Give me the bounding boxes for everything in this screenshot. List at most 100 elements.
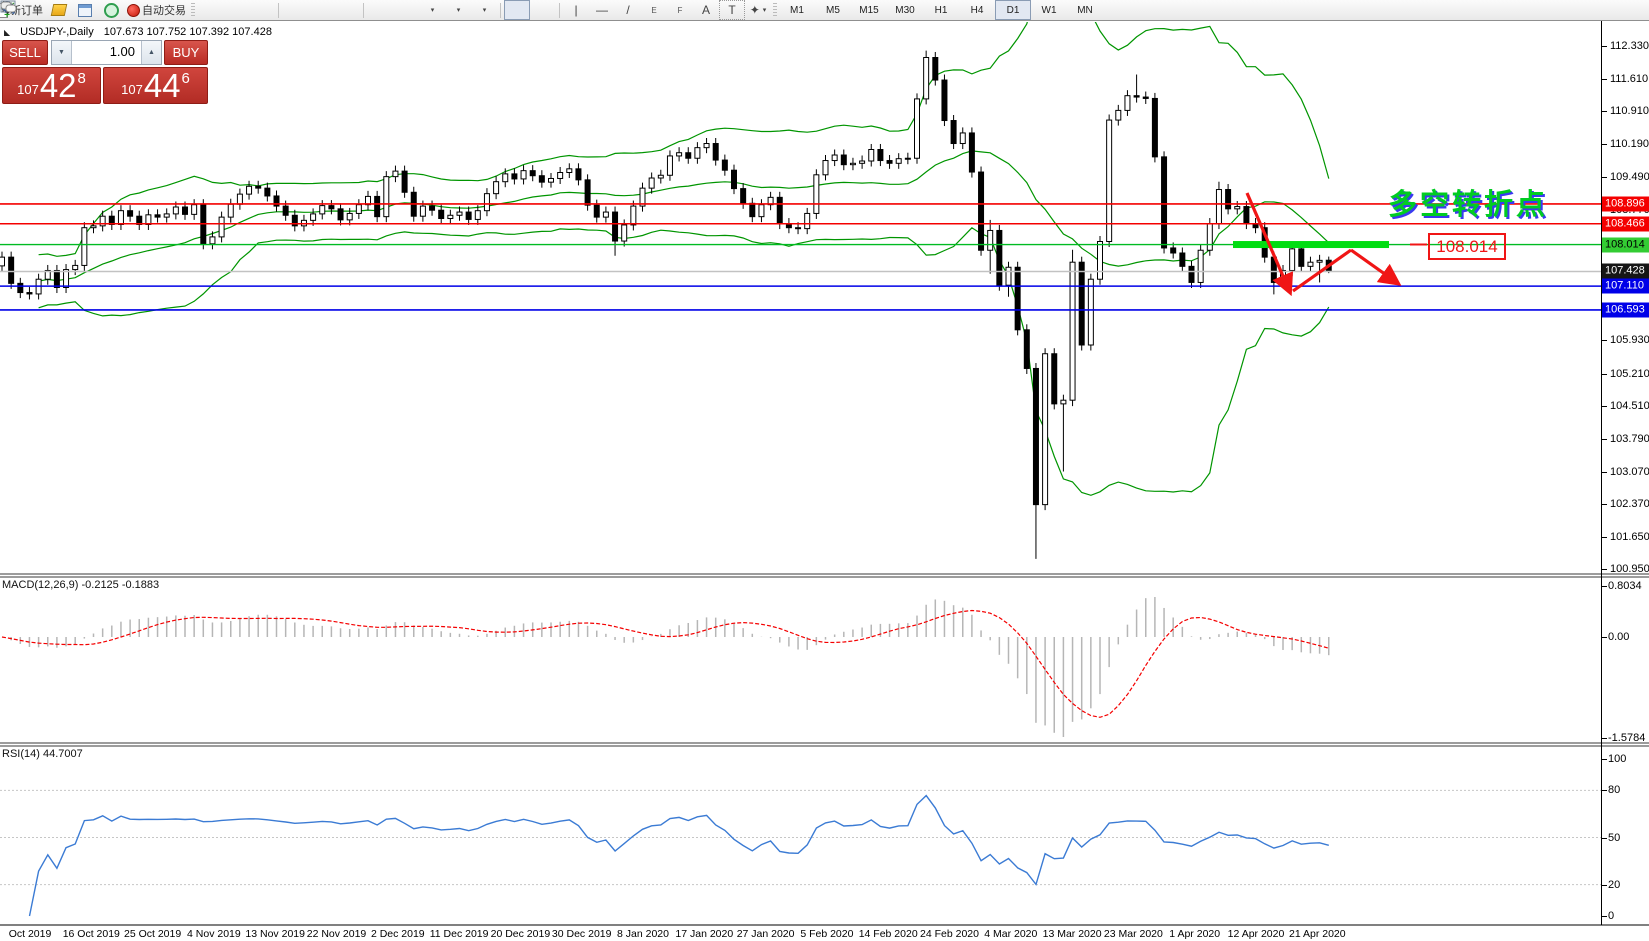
price-tick-dash [1602, 405, 1607, 407]
toolbar-separator [278, 2, 279, 18]
timeframe-button-m5[interactable]: M5 [826, 4, 840, 16]
arrows-tool-button[interactable]: ✦ ▾ [749, 3, 767, 17]
text-label-tool-button[interactable]: T [719, 0, 745, 20]
candlestick-series [0, 50, 1332, 559]
chat-icon [0, 1, 17, 13]
macd-tick-dash [1602, 637, 1607, 638]
fibonacci-tool-button[interactable]: F [2, 0, 693, 20]
price-tick-dash [1602, 340, 1607, 342]
text-tool-button[interactable]: A [701, 3, 710, 17]
data-window-button[interactable] [72, 0, 98, 20]
auto-scroll-button[interactable] [1, 0, 393, 20]
market-watch-button[interactable] [46, 0, 72, 20]
time-axis-label: 13 Nov 2019 [245, 928, 305, 940]
macd-tick-dash [1602, 586, 1607, 587]
time-axis-label: 27 Jan 2020 [736, 928, 795, 940]
volume-input[interactable]: 1.00 [109, 44, 135, 59]
dropdown-arrow-icon[interactable]: ▾ [762, 7, 767, 14]
timeframe-button-m15[interactable]: M15 [859, 4, 879, 16]
rsi-indicator [0, 789, 1601, 917]
one-click-trading-panel: SELL ▼ 1.00 ▲ BUY 107 42 8 107 44 6 [2, 40, 208, 104]
chart-shift-button[interactable] [1, 0, 419, 20]
price-level-label[interactable]: 108.014 [1428, 233, 1506, 260]
price-tick-dash [1602, 537, 1607, 539]
rsi-axis-label: 50 [1608, 832, 1621, 844]
hline-tool-button[interactable]: — [596, 3, 608, 17]
time-axis-label: 11 Dec 2019 [429, 928, 489, 940]
timeframe-button-d1[interactable]: D1 [995, 0, 1031, 20]
timeframe-button-mn[interactable]: MN [1077, 4, 1093, 16]
crosshair-button[interactable] [1, 0, 556, 20]
price-tick: 105.930 [1610, 334, 1649, 347]
turning-point-annotation[interactable]: 多空转折点 [1388, 189, 1549, 221]
trend-arrow[interactable] [1245, 192, 1294, 297]
volume-increase-button[interactable]: ▲ [141, 41, 161, 64]
tile-windows-button[interactable] [1, 0, 360, 20]
rsi-value: 44.7007 [42, 748, 83, 760]
navigator-button[interactable] [98, 0, 124, 20]
toolbar-grip[interactable] [773, 2, 777, 18]
candlestick-chart-button[interactable] [1, 0, 249, 20]
sell-price-button[interactable]: 107 42 8 [2, 67, 101, 104]
price-tick: 104.510 [1610, 399, 1649, 412]
price-tick: 102.370 [1610, 498, 1649, 511]
timeframe-button-m30[interactable]: M30 [895, 4, 915, 16]
new-order-label: 新订单 [10, 5, 43, 17]
add-indicator-button[interactable]: ▾ [0, 0, 445, 20]
period-button[interactable]: ▾ [1, 0, 471, 20]
time-axis-label: 14 Feb 2020 [858, 928, 918, 940]
rsi-tick-dash [1602, 885, 1607, 886]
rsi-tick-dash [1602, 759, 1607, 760]
dropdown-arrow-icon[interactable]: ▾ [430, 7, 435, 14]
timeframe-button-m1[interactable]: M1 [790, 4, 804, 16]
price-badge: 106.593 [1602, 302, 1649, 318]
volume-stepper: ▼ 1.00 ▲ [51, 40, 162, 65]
rsi-axis-label: 0 [1608, 910, 1615, 922]
price-tick-dash [1602, 176, 1607, 178]
buy-price-prefix: 107 [121, 82, 143, 97]
price-tick: 111.610 [1610, 73, 1649, 86]
time-axis-label: 4 Mar 2020 [984, 928, 1038, 940]
chat-button[interactable] [0, 0, 1643, 20]
price-tick: 105.210 [1610, 367, 1649, 380]
support-bar[interactable] [1233, 241, 1389, 249]
zoom-in-button[interactable] [2, 0, 308, 20]
price-tick-dash [1602, 373, 1607, 375]
rsi-axis-label: 20 [1608, 879, 1621, 891]
sell-button[interactable]: SELL [2, 40, 48, 65]
toolbar-separator [559, 2, 560, 18]
sell-price-pip: 8 [77, 70, 86, 87]
search-button[interactable] [1, 0, 1617, 20]
timeframe-button-h4[interactable]: H4 [970, 4, 984, 16]
price-tick: 110.190 [1610, 138, 1649, 151]
channel-tool-button[interactable]: E [1, 0, 667, 20]
buy-button[interactable]: BUY [164, 40, 208, 65]
trend-arrow[interactable] [1350, 248, 1402, 286]
trendline-tool-button[interactable]: / [626, 3, 630, 17]
bar-chart-button[interactable] [1, 0, 223, 20]
dropdown-arrow-icon[interactable]: ▾ [456, 7, 461, 14]
vline-tool-button[interactable]: | [574, 3, 578, 17]
price-badge: 107.110 [1602, 278, 1649, 294]
timeframe-button-h1[interactable]: H1 [934, 4, 948, 16]
drawn-annotations[interactable] [1233, 192, 1427, 297]
rsi-label: RSI(14) 44.7007 [2, 748, 83, 760]
timeframe-button-w1[interactable]: W1 [1041, 4, 1057, 16]
time-axis-label: 30 Dec 2019 [551, 928, 612, 940]
autotrading-button[interactable]: 自动交易 [124, 0, 189, 20]
sell-price-big: 42 [39, 67, 77, 104]
buy-price-button[interactable]: 107 44 6 [103, 67, 208, 104]
template-button[interactable]: ▾ [0, 0, 497, 20]
line-chart-button[interactable] [1, 0, 275, 20]
market-watch-icon [50, 4, 68, 16]
trend-arrow[interactable] [1292, 248, 1352, 293]
macd-values: -0.2125 -0.1883 [81, 579, 160, 591]
toolbar-grip[interactable] [191, 2, 195, 18]
zoom-out-button[interactable] [2, 0, 334, 20]
autotrading-label: 自动交易 [142, 5, 186, 17]
volume-decrease-button[interactable]: ▼ [52, 41, 72, 64]
ohlc-readout: 107.673 107.752 107.392 107.428 [103, 26, 272, 38]
cursor-button[interactable] [3, 0, 530, 20]
dropdown-arrow-icon[interactable]: ▾ [482, 7, 487, 14]
